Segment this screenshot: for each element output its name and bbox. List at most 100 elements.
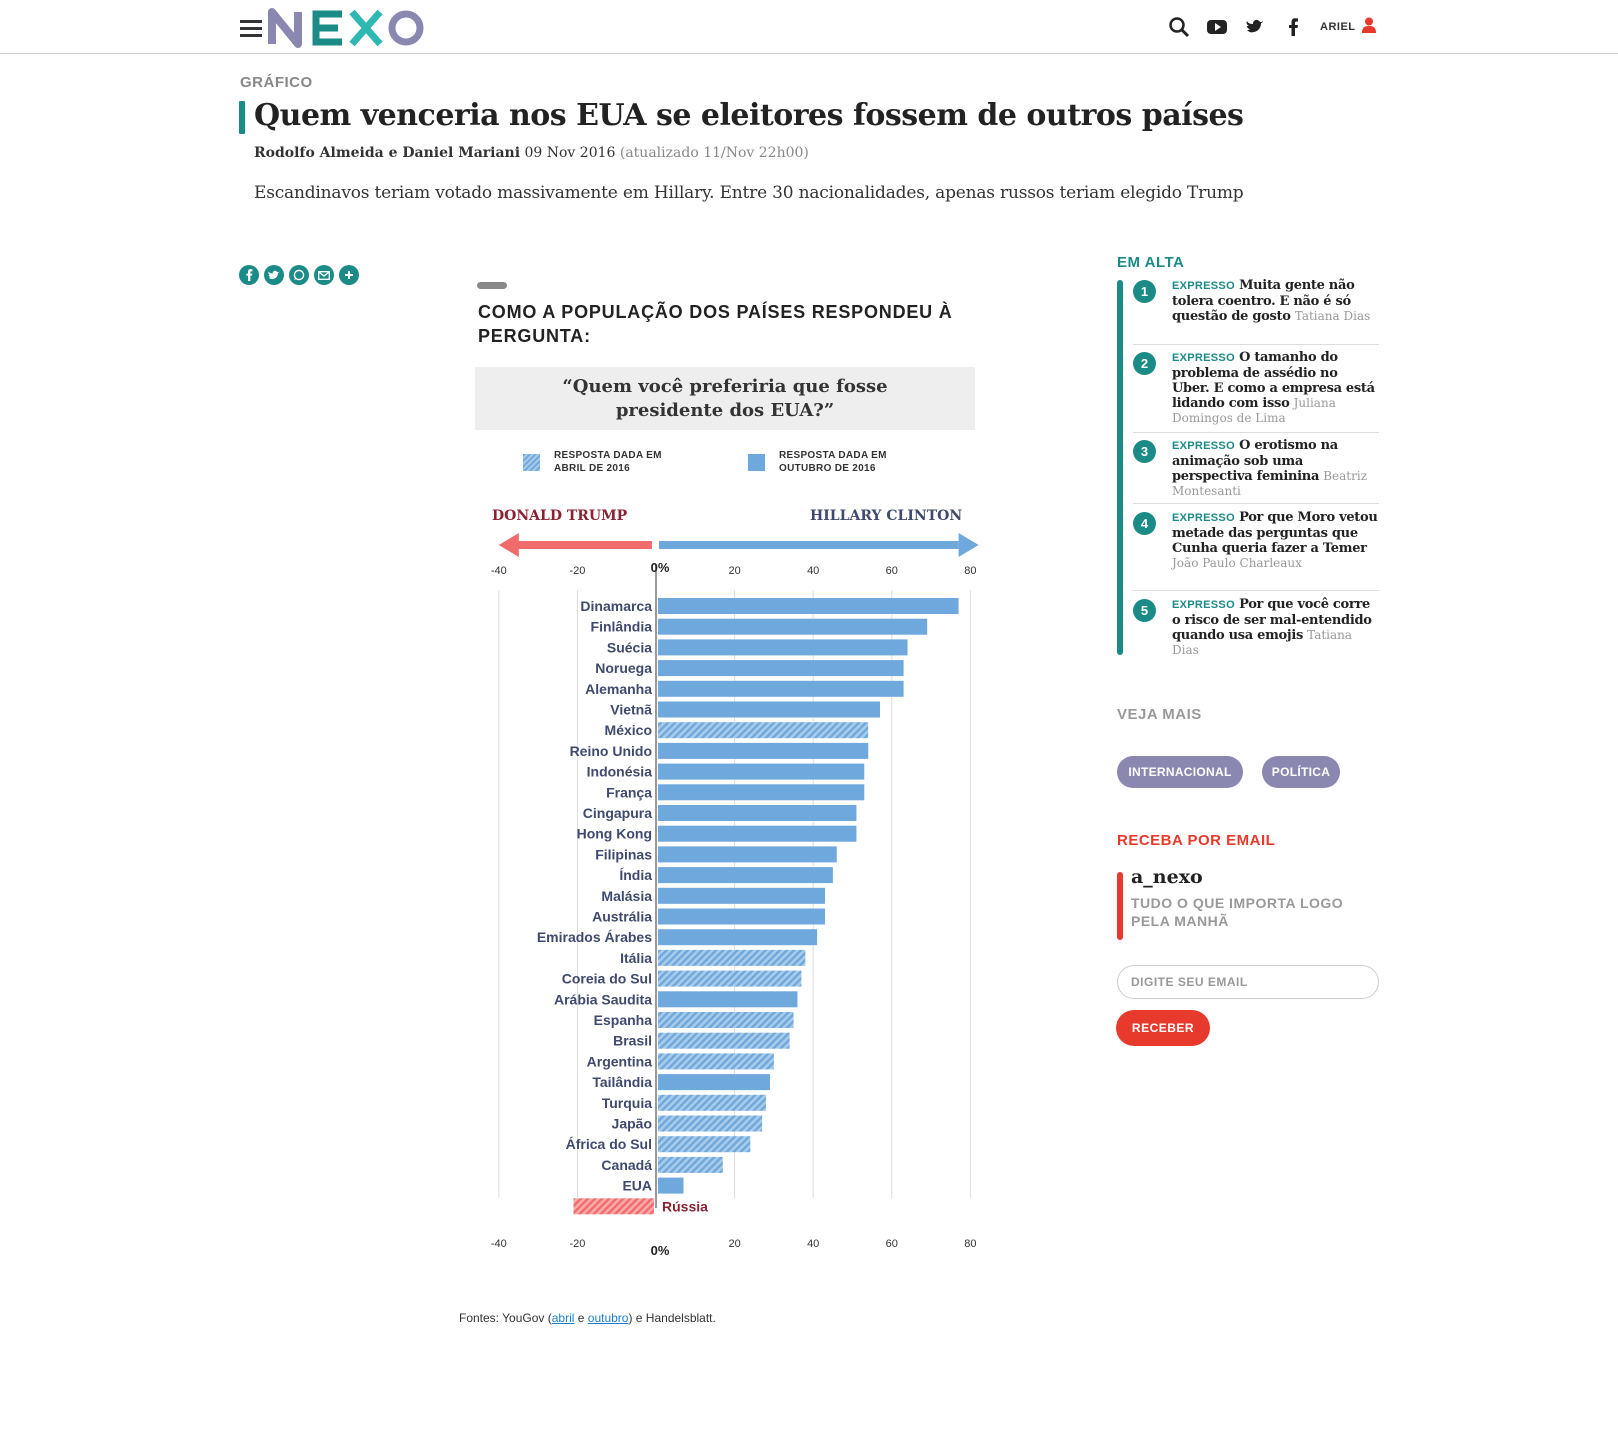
byline: Rodolfo Almeida e Daniel Mariani 09 Nov … <box>254 145 809 161</box>
email-input[interactable] <box>1117 965 1379 999</box>
country-label: Vietnã <box>610 702 652 718</box>
trending-headline[interactable]: O erotismo na animação sob uma perspecti… <box>1172 438 1338 484</box>
legend-october: RESPOSTA DADA EM OUTUBRO DE 2016 <box>748 449 889 475</box>
user-name[interactable]: ARIEL <box>1320 21 1356 33</box>
trending-title: EM ALTA <box>1117 254 1185 271</box>
trending-tag: EXPRESSO <box>1172 280 1235 292</box>
trending-item[interactable]: 2 EXPRESSO O tamanho do problema de assé… <box>1133 350 1379 426</box>
section-label[interactable]: GRÁFICO <box>240 74 313 91</box>
chart-bar <box>658 639 908 656</box>
tick-label: 20 <box>728 1238 740 1250</box>
trending-item[interactable]: 1 EXPRESSO Muita gente não tolera coentr… <box>1133 278 1379 324</box>
question-box: “Quem você preferiria que fosse presiden… <box>475 367 975 430</box>
trending-number: 3 <box>1133 440 1156 463</box>
tick-label: -20 <box>569 1238 585 1250</box>
tag-politica[interactable]: POLÍTICA <box>1262 756 1340 788</box>
chart-bar <box>658 1115 763 1132</box>
newsletter-description: TUDO O QUE IMPORTA LOGO PELA MANHÃ <box>1131 895 1344 929</box>
country-label: Reino Unido <box>570 743 652 759</box>
trending-rail <box>1117 280 1123 655</box>
country-label: Brasil <box>613 1033 652 1049</box>
country-label: África do Sul <box>566 1136 652 1152</box>
youtube-icon[interactable] <box>1206 16 1228 38</box>
whatsapp-icon[interactable] <box>289 265 309 285</box>
trending-headline[interactable]: Por que Moro vetou metade das perguntas … <box>1172 510 1378 556</box>
trending-headline[interactable]: O tamanho do problema de assédio no Uber… <box>1172 350 1375 411</box>
country-label: Indonésia <box>587 764 653 780</box>
tag-internacional[interactable]: INTERNACIONAL <box>1117 756 1243 788</box>
chart-bar <box>658 825 857 842</box>
tick-label: -40 <box>491 565 507 577</box>
search-icon[interactable] <box>1168 16 1190 38</box>
tick-label: 60 <box>886 1238 898 1250</box>
plus-icon[interactable] <box>339 265 359 285</box>
chart-bar <box>658 618 928 635</box>
chart-bar <box>658 1094 767 1111</box>
article-authors[interactable]: Rodolfo Almeida e Daniel Mariani <box>254 145 521 161</box>
country-label: Cingapura <box>583 805 652 821</box>
country-label: Finlândia <box>591 619 653 635</box>
chart-bar <box>658 763 865 780</box>
twitter-icon[interactable] <box>264 265 284 285</box>
source-link-april[interactable]: abril <box>551 1311 575 1325</box>
country-label: Noruega <box>595 660 652 676</box>
chart-bar <box>658 1074 770 1091</box>
twitter-icon[interactable] <box>1244 16 1266 38</box>
trending-author: Juliana Domingos de Lima <box>1172 396 1336 425</box>
menu-icon[interactable] <box>240 20 262 38</box>
divider <box>1133 344 1379 345</box>
country-label: Hong Kong <box>577 826 652 842</box>
country-label: Arábia Saudita <box>554 991 652 1007</box>
country-label: Malásia <box>601 888 652 904</box>
tick-label: 80 <box>964 1238 976 1250</box>
email-icon[interactable] <box>314 265 334 285</box>
newsletter-title: RECEBA POR EMAIL <box>1117 832 1276 849</box>
facebook-icon[interactable] <box>1282 16 1304 38</box>
sources-prefix: Fontes: YouGov ( <box>459 1311 552 1325</box>
nexo-logo[interactable] <box>268 6 428 50</box>
user-icon[interactable] <box>1361 17 1376 37</box>
chart-bar <box>658 701 881 718</box>
country-label: Tailândia <box>592 1074 652 1090</box>
chart-bar <box>658 1136 751 1153</box>
source-link-october[interactable]: outubro <box>587 1311 629 1325</box>
country-label: Índia <box>619 867 652 883</box>
chart-bar <box>658 680 904 697</box>
tick-label: -40 <box>491 1238 507 1250</box>
country-label: México <box>605 722 652 738</box>
legend-april-label: RESPOSTA DADA EM ABRIL DE 2016 <box>554 450 662 474</box>
share-bar <box>239 265 359 285</box>
trending-item[interactable]: 4 EXPRESSO Por que Moro vetou metade das… <box>1133 510 1379 571</box>
graphic-tab <box>477 282 507 289</box>
chart-bar <box>658 805 857 821</box>
chart-bar <box>658 887 825 904</box>
clinton-arrow-shaft <box>659 541 959 549</box>
article-subtitle: Escandinavos teriam votado massivamente … <box>254 183 1244 203</box>
trump-label: DONALD TRUMP <box>492 508 628 524</box>
header-icons: ARIEL <box>1168 12 1376 42</box>
title-accent-bar <box>239 101 245 134</box>
country-label: Espanha <box>594 1012 653 1028</box>
chart-bar <box>658 784 865 801</box>
legend-april: RESPOSTA DADA EM ABRIL DE 2016 <box>523 449 664 475</box>
chart-bar <box>658 867 833 884</box>
chart-bar <box>658 949 806 966</box>
trending-headline[interactable]: Por que você corre o risco de ser mal-en… <box>1172 597 1372 643</box>
trending-item[interactable]: 3 EXPRESSO O erotismo na animação sob um… <box>1133 438 1379 499</box>
facebook-icon[interactable] <box>239 265 259 285</box>
country-label: Itália <box>620 950 652 966</box>
trending-headline[interactable]: Muita gente não tolera coentro. E não é … <box>1172 278 1355 324</box>
sources-suffix: ) e Handelsblatt. <box>628 1311 716 1325</box>
country-label: Austrália <box>592 909 652 925</box>
trending-number: 4 <box>1133 512 1156 535</box>
subscribe-button[interactable]: RECEBER <box>1116 1010 1210 1046</box>
chart-bar <box>658 660 904 677</box>
chart-bar <box>658 598 959 614</box>
tick-label: 80 <box>964 565 976 577</box>
tick-label: 40 <box>807 565 819 577</box>
trending-number: 1 <box>1133 280 1156 303</box>
trending-item[interactable]: 5 EXPRESSO Por que você corre o risco de… <box>1133 597 1379 658</box>
see-more-title: VEJA MAIS <box>1117 706 1202 723</box>
clinton-label: HILLARY CLINTON <box>810 508 963 524</box>
country-label: Argentina <box>587 1053 653 1069</box>
